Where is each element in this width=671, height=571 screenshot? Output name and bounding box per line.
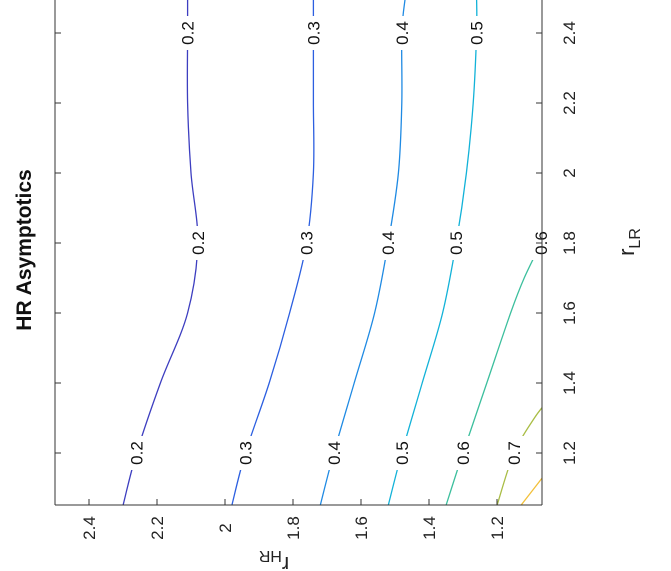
contour-label-background [445, 226, 468, 260]
contour-label: 0.2 [179, 21, 198, 45]
x-axis-label: rLR [614, 228, 644, 256]
chart-title: HR Asymptotics [13, 169, 36, 330]
contour-label: 0.2 [189, 231, 208, 255]
contour-label: 0.7 [505, 441, 524, 465]
y-tick-label: 1.2 [488, 516, 507, 540]
contour-label: 0.3 [298, 231, 317, 255]
contour-label-background [503, 436, 525, 470]
contour-label: 0.4 [379, 231, 398, 255]
contour-line [496, 406, 542, 505]
contour-label-background [452, 436, 474, 470]
y-ticks: 1.2 1.4 1.6 1.8 2 2.2 2.4 [80, 499, 507, 540]
contour-label-background [186, 226, 209, 260]
y-tick-label: 1.6 [352, 516, 371, 540]
x-tick-label: 1.6 [560, 301, 579, 325]
y-tick-label: 2 [216, 523, 235, 532]
contour-labels: 0.2 0.2 0.2 0.3 0.3 0.3 0.4 0.4 0.4 0.5 0.5 0.5 0.6 0… [125, 16, 553, 470]
x-tick-label: 2 [560, 168, 579, 177]
y-axis-label: rHR [259, 547, 289, 571]
x-tick-label: 2.4 [560, 21, 579, 45]
contour-label: 0.3 [304, 21, 323, 45]
contour-label-background [322, 436, 345, 470]
x-tick-label: 1.2 [560, 441, 579, 465]
contour-label: 0.5 [393, 441, 412, 465]
contour-label: 0.6 [454, 441, 473, 465]
contour-label-background [302, 16, 325, 50]
contour-label: 0.5 [468, 21, 487, 45]
y-tick-label: 1.4 [420, 516, 439, 540]
contour-label: 0.2 [128, 441, 147, 465]
contour-label-background [390, 16, 413, 50]
x-tick-label: 2.2 [560, 91, 579, 115]
contour-label-background [377, 226, 400, 260]
y-tick-label: 2.4 [80, 516, 99, 540]
x-tick-label: 1.4 [560, 371, 579, 395]
contour-label: 0.5 [447, 231, 466, 255]
y-tick-label: 2.2 [148, 516, 167, 540]
x-tick-label: 1.8 [560, 231, 579, 255]
contour-label: 0.3 [236, 441, 255, 465]
y-tick-label: 1.8 [284, 516, 303, 540]
contour-label: 0.4 [393, 21, 412, 45]
x-ticks: 1.2 1.4 1.6 1.8 2 2.2 2.4 [55, 21, 579, 465]
contour-label: 0.4 [325, 441, 344, 465]
contour-label-background [295, 226, 318, 260]
contour-label-background [125, 436, 148, 470]
contour-label-background [390, 436, 413, 470]
contour-label-background [234, 436, 257, 470]
contour-line [520, 477, 542, 505]
contour-label-background [176, 16, 199, 50]
contour-label-background [465, 16, 488, 50]
